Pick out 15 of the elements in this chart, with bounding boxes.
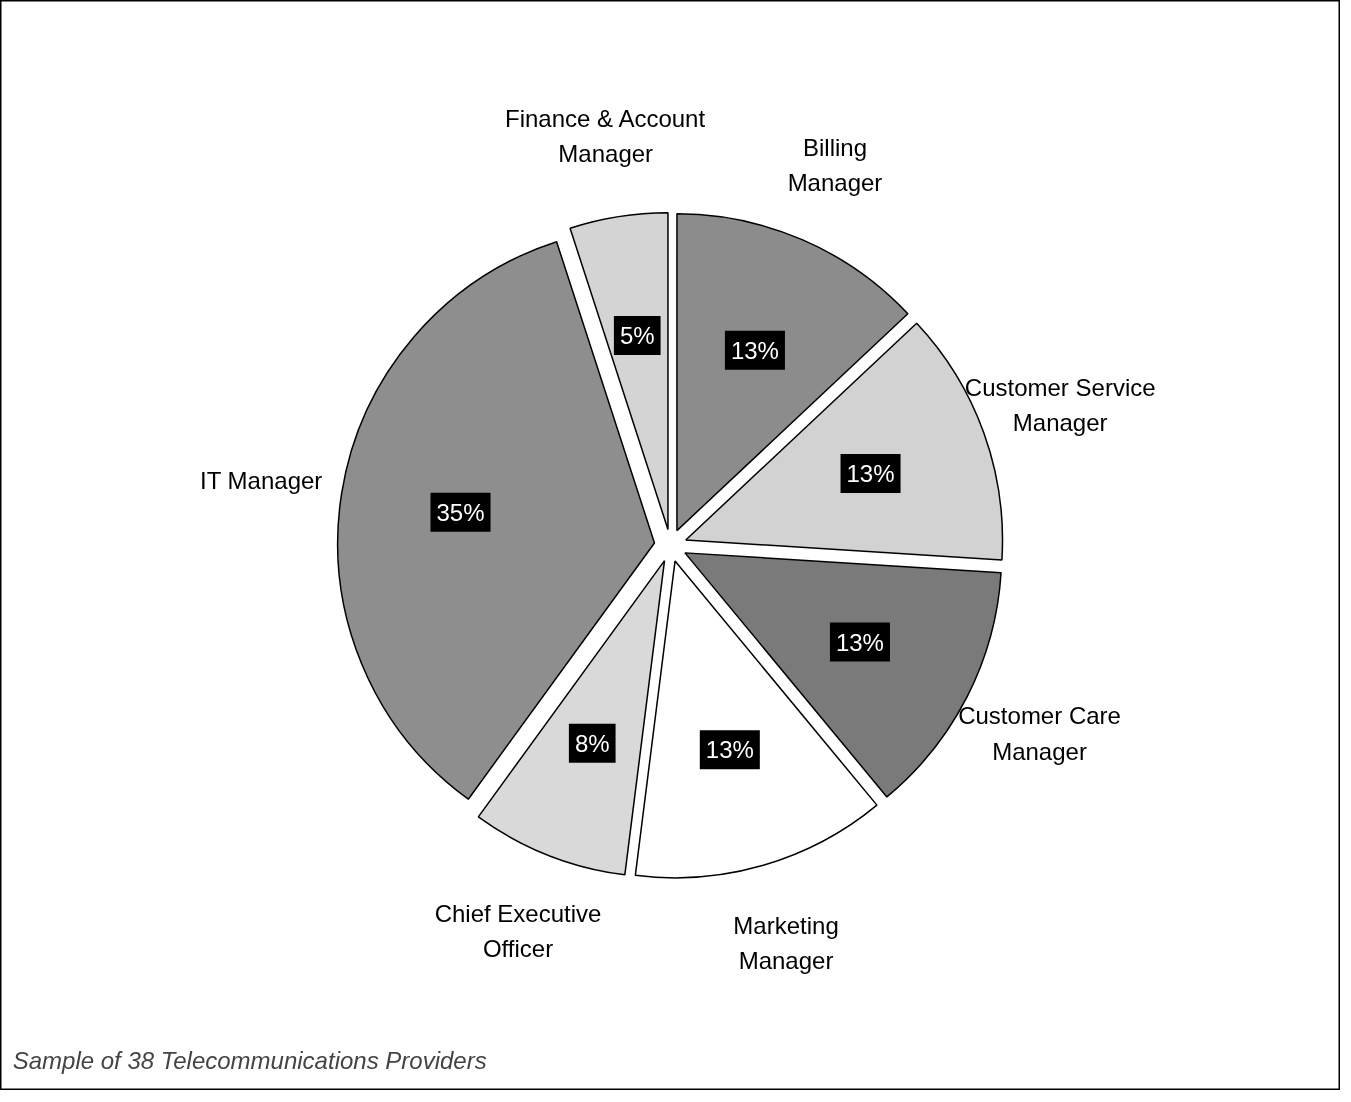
data-label: 5%	[619, 322, 655, 349]
data-label: 13%	[730, 336, 779, 364]
slice-label: Chief Executive Officer	[434, 899, 602, 962]
text: Sample of 38 Telecommunications Providers	[12, 1047, 487, 1075]
slice-label: Customer Care Manager	[958, 702, 1121, 765]
data-label: 13%	[846, 459, 895, 487]
slice-label: Customer Service Manager	[964, 374, 1156, 437]
slice-label: Billing Manager	[787, 134, 883, 197]
data-label: 13%	[835, 628, 884, 656]
slice-label: Finance & Account Manager	[504, 105, 706, 168]
data-label: 13%	[705, 736, 754, 764]
data-label: 35%	[436, 498, 485, 526]
slice-label: IT Manager	[200, 467, 323, 495]
slice-label: Marketing Manager	[733, 912, 839, 975]
data-label: 8%	[574, 729, 610, 757]
